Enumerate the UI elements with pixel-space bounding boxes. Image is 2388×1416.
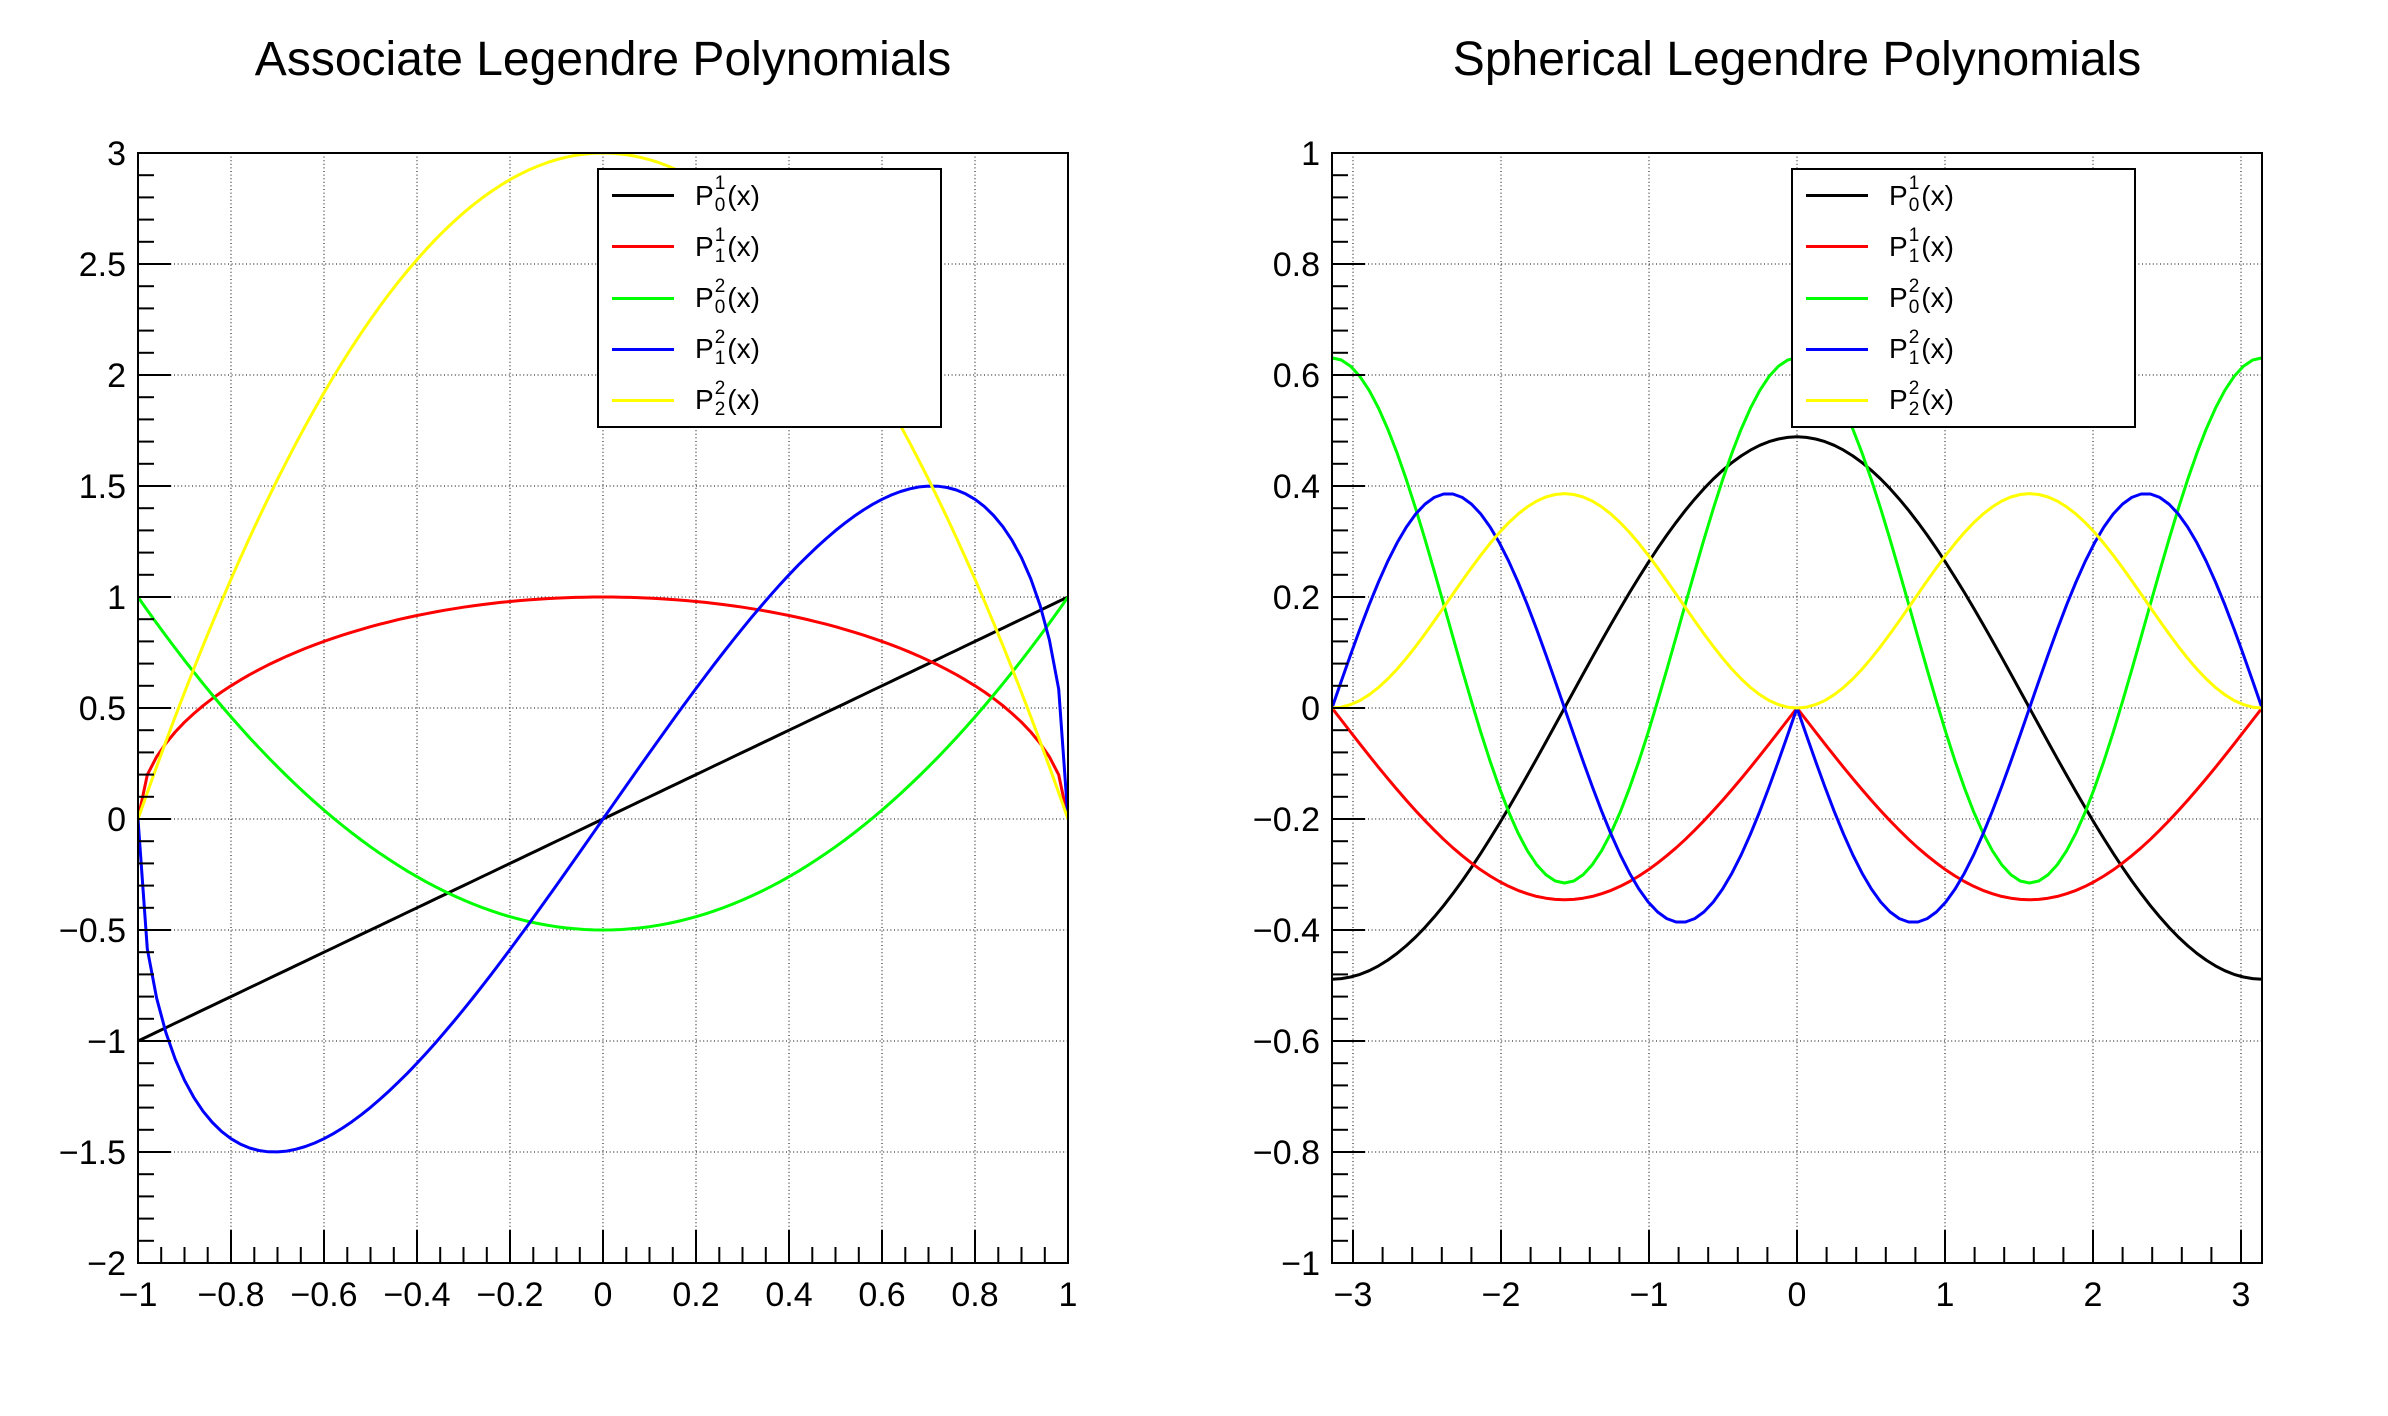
legend-item: P 2 1 (x)	[599, 324, 940, 375]
series-curves	[1332, 356, 2262, 981]
svg-text:0: 0	[1788, 1276, 1807, 1314]
legend-color-line	[612, 296, 674, 300]
svg-text:−1: −1	[1630, 1276, 1669, 1314]
svg-text:2: 2	[107, 357, 126, 395]
pad-title: Spherical Legendre Polynomials	[1452, 33, 2142, 86]
legend-item: P 2 0 (x)	[1793, 272, 2134, 323]
svg-text:0.2: 0.2	[1273, 579, 1320, 617]
svg-text:−2: −2	[1482, 1276, 1521, 1314]
legend-label: P 1 0 (x)	[695, 173, 760, 216]
legend-label: P 1 1 (x)	[695, 224, 760, 267]
chart-spherical-legendre: −3 −2 −1 0 1 2 3 −1 −0.8 −0.6 −0.4 −0.2 0 0.2 0.4 0.6 0.…	[1253, 135, 2263, 1314]
legend-color-line	[612, 398, 674, 402]
svg-text:1: 1	[1936, 1276, 1955, 1314]
pad-associate-legendre: Associate Legendre Polynomials −1 −0.8 −0.…	[59, 33, 1078, 1315]
svg-text:1: 1	[1301, 135, 1320, 173]
svg-text:0.4: 0.4	[765, 1276, 812, 1314]
svg-text:−0.5: −0.5	[59, 912, 126, 950]
legend-item: P 2 1 (x)	[1793, 324, 2134, 375]
legend-color-line	[1806, 296, 1868, 300]
pad-title: Associate Legendre Polynomials	[254, 33, 952, 86]
legend-label: P 2 2 (x)	[1889, 378, 1954, 421]
legend-color-line	[1806, 194, 1868, 198]
legend-label: P 1 1 (x)	[1889, 224, 1954, 267]
x-axis-labels: −1 −0.8 −0.6 −0.4 −0.2 0 0.2 0.4 0.6 0.8 1	[119, 1276, 1078, 1314]
svg-text:0.2: 0.2	[672, 1276, 719, 1314]
svg-text:0.8: 0.8	[1273, 246, 1320, 284]
series-P-2-2-x-	[138, 153, 1068, 821]
svg-text:0.6: 0.6	[858, 1276, 905, 1314]
series-P-2-1-x-	[138, 484, 1068, 1154]
legend-color-line	[1806, 347, 1868, 351]
legend-item: P 1 1 (x)	[599, 221, 940, 272]
legend-label: P 2 0 (x)	[695, 275, 760, 318]
series-P-1-1-x-	[138, 595, 1068, 821]
svg-text:3: 3	[2232, 1276, 2251, 1314]
legend-box: P 1 0 (x) P 1 1 (x) P 2 0 (x) P 2 1 (x) P 2 2 (x)	[1791, 168, 2136, 428]
svg-text:0: 0	[1301, 690, 1320, 728]
legend-item: P 2 2 (x)	[1793, 375, 2134, 426]
svg-text:−3: −3	[1334, 1276, 1373, 1314]
svg-text:−0.4: −0.4	[1253, 912, 1320, 950]
svg-text:−0.6: −0.6	[1253, 1023, 1320, 1061]
legend-color-line	[612, 245, 674, 249]
y-axis-labels: −1 −0.8 −0.6 −0.4 −0.2 0 0.2 0.4 0.6 0.8 1	[1253, 135, 1320, 1283]
y-axis-labels: −2 −1.5 −1 −0.5 0 0.5 1 1.5 2 2.5 3	[59, 135, 126, 1283]
legend-color-line	[1806, 245, 1868, 249]
svg-text:0: 0	[594, 1276, 613, 1314]
axis-ticks	[1332, 152, 2242, 1264]
legend-color-line	[612, 194, 674, 198]
svg-text:−1: −1	[87, 1023, 126, 1061]
legend-item: P 1 0 (x)	[599, 170, 940, 221]
series-P-2-0-x-	[138, 595, 1068, 932]
legend-color-line	[1806, 398, 1868, 402]
svg-text:−1: −1	[119, 1276, 158, 1314]
svg-text:1.5: 1.5	[79, 468, 126, 506]
svg-text:2.5: 2.5	[79, 246, 126, 284]
svg-text:−0.4: −0.4	[383, 1276, 450, 1314]
legend-item: P 2 2 (x)	[599, 375, 940, 426]
svg-text:0: 0	[107, 801, 126, 839]
legend-label: P 2 1 (x)	[695, 326, 760, 370]
svg-text:0.5: 0.5	[79, 690, 126, 728]
svg-text:1: 1	[1059, 1276, 1078, 1314]
svg-text:0.4: 0.4	[1273, 468, 1320, 506]
svg-text:−2: −2	[87, 1245, 126, 1283]
svg-text:−1: −1	[1281, 1245, 1320, 1283]
legend-item: P 1 1 (x)	[1793, 221, 2134, 272]
pad-spherical-legendre: Spherical Legendre Polynomials −3 −2 −1 0 1 2…	[1194, 0, 2388, 1416]
svg-text:−0.8: −0.8	[197, 1276, 264, 1314]
series-curves	[138, 153, 1068, 1154]
chart-associate-legendre: −1 −0.8 −0.6 −0.4 −0.2 0 0.2 0.4 0.6 0.8 1 −2 −1.5 −1…	[59, 135, 1078, 1314]
svg-text:0.6: 0.6	[1273, 357, 1320, 395]
series-P-2-2-x-	[1332, 492, 2262, 710]
svg-text:−0.8: −0.8	[1253, 1134, 1320, 1172]
legend-label: P 2 1 (x)	[1889, 326, 1954, 370]
legend-label: P 1 0 (x)	[1889, 173, 1954, 216]
svg-text:1: 1	[107, 579, 126, 617]
svg-text:−0.2: −0.2	[1253, 801, 1320, 839]
legend-label: P 2 2 (x)	[695, 378, 760, 421]
svg-text:−0.6: −0.6	[290, 1276, 357, 1314]
svg-text:−0.2: −0.2	[476, 1276, 543, 1314]
x-axis-labels: −3 −2 −1 0 1 2 3	[1334, 1276, 2251, 1314]
svg-text:3: 3	[107, 135, 126, 173]
svg-text:2: 2	[2084, 1276, 2103, 1314]
svg-text:−1.5: −1.5	[59, 1134, 126, 1172]
legend-label: P 2 0 (x)	[1889, 275, 1954, 318]
series-P-1-0-x-	[1332, 435, 2262, 981]
legend-color-line	[612, 347, 674, 351]
svg-text:0.8: 0.8	[951, 1276, 998, 1314]
legend-box: P 1 0 (x) P 1 1 (x) P 2 0 (x) P 2 1 (x) P 2 2 (x)	[597, 168, 942, 428]
legend-item: P 2 0 (x)	[599, 272, 940, 323]
axis-ticks	[137, 152, 1069, 1264]
legend-item: P 1 0 (x)	[1793, 170, 2134, 221]
